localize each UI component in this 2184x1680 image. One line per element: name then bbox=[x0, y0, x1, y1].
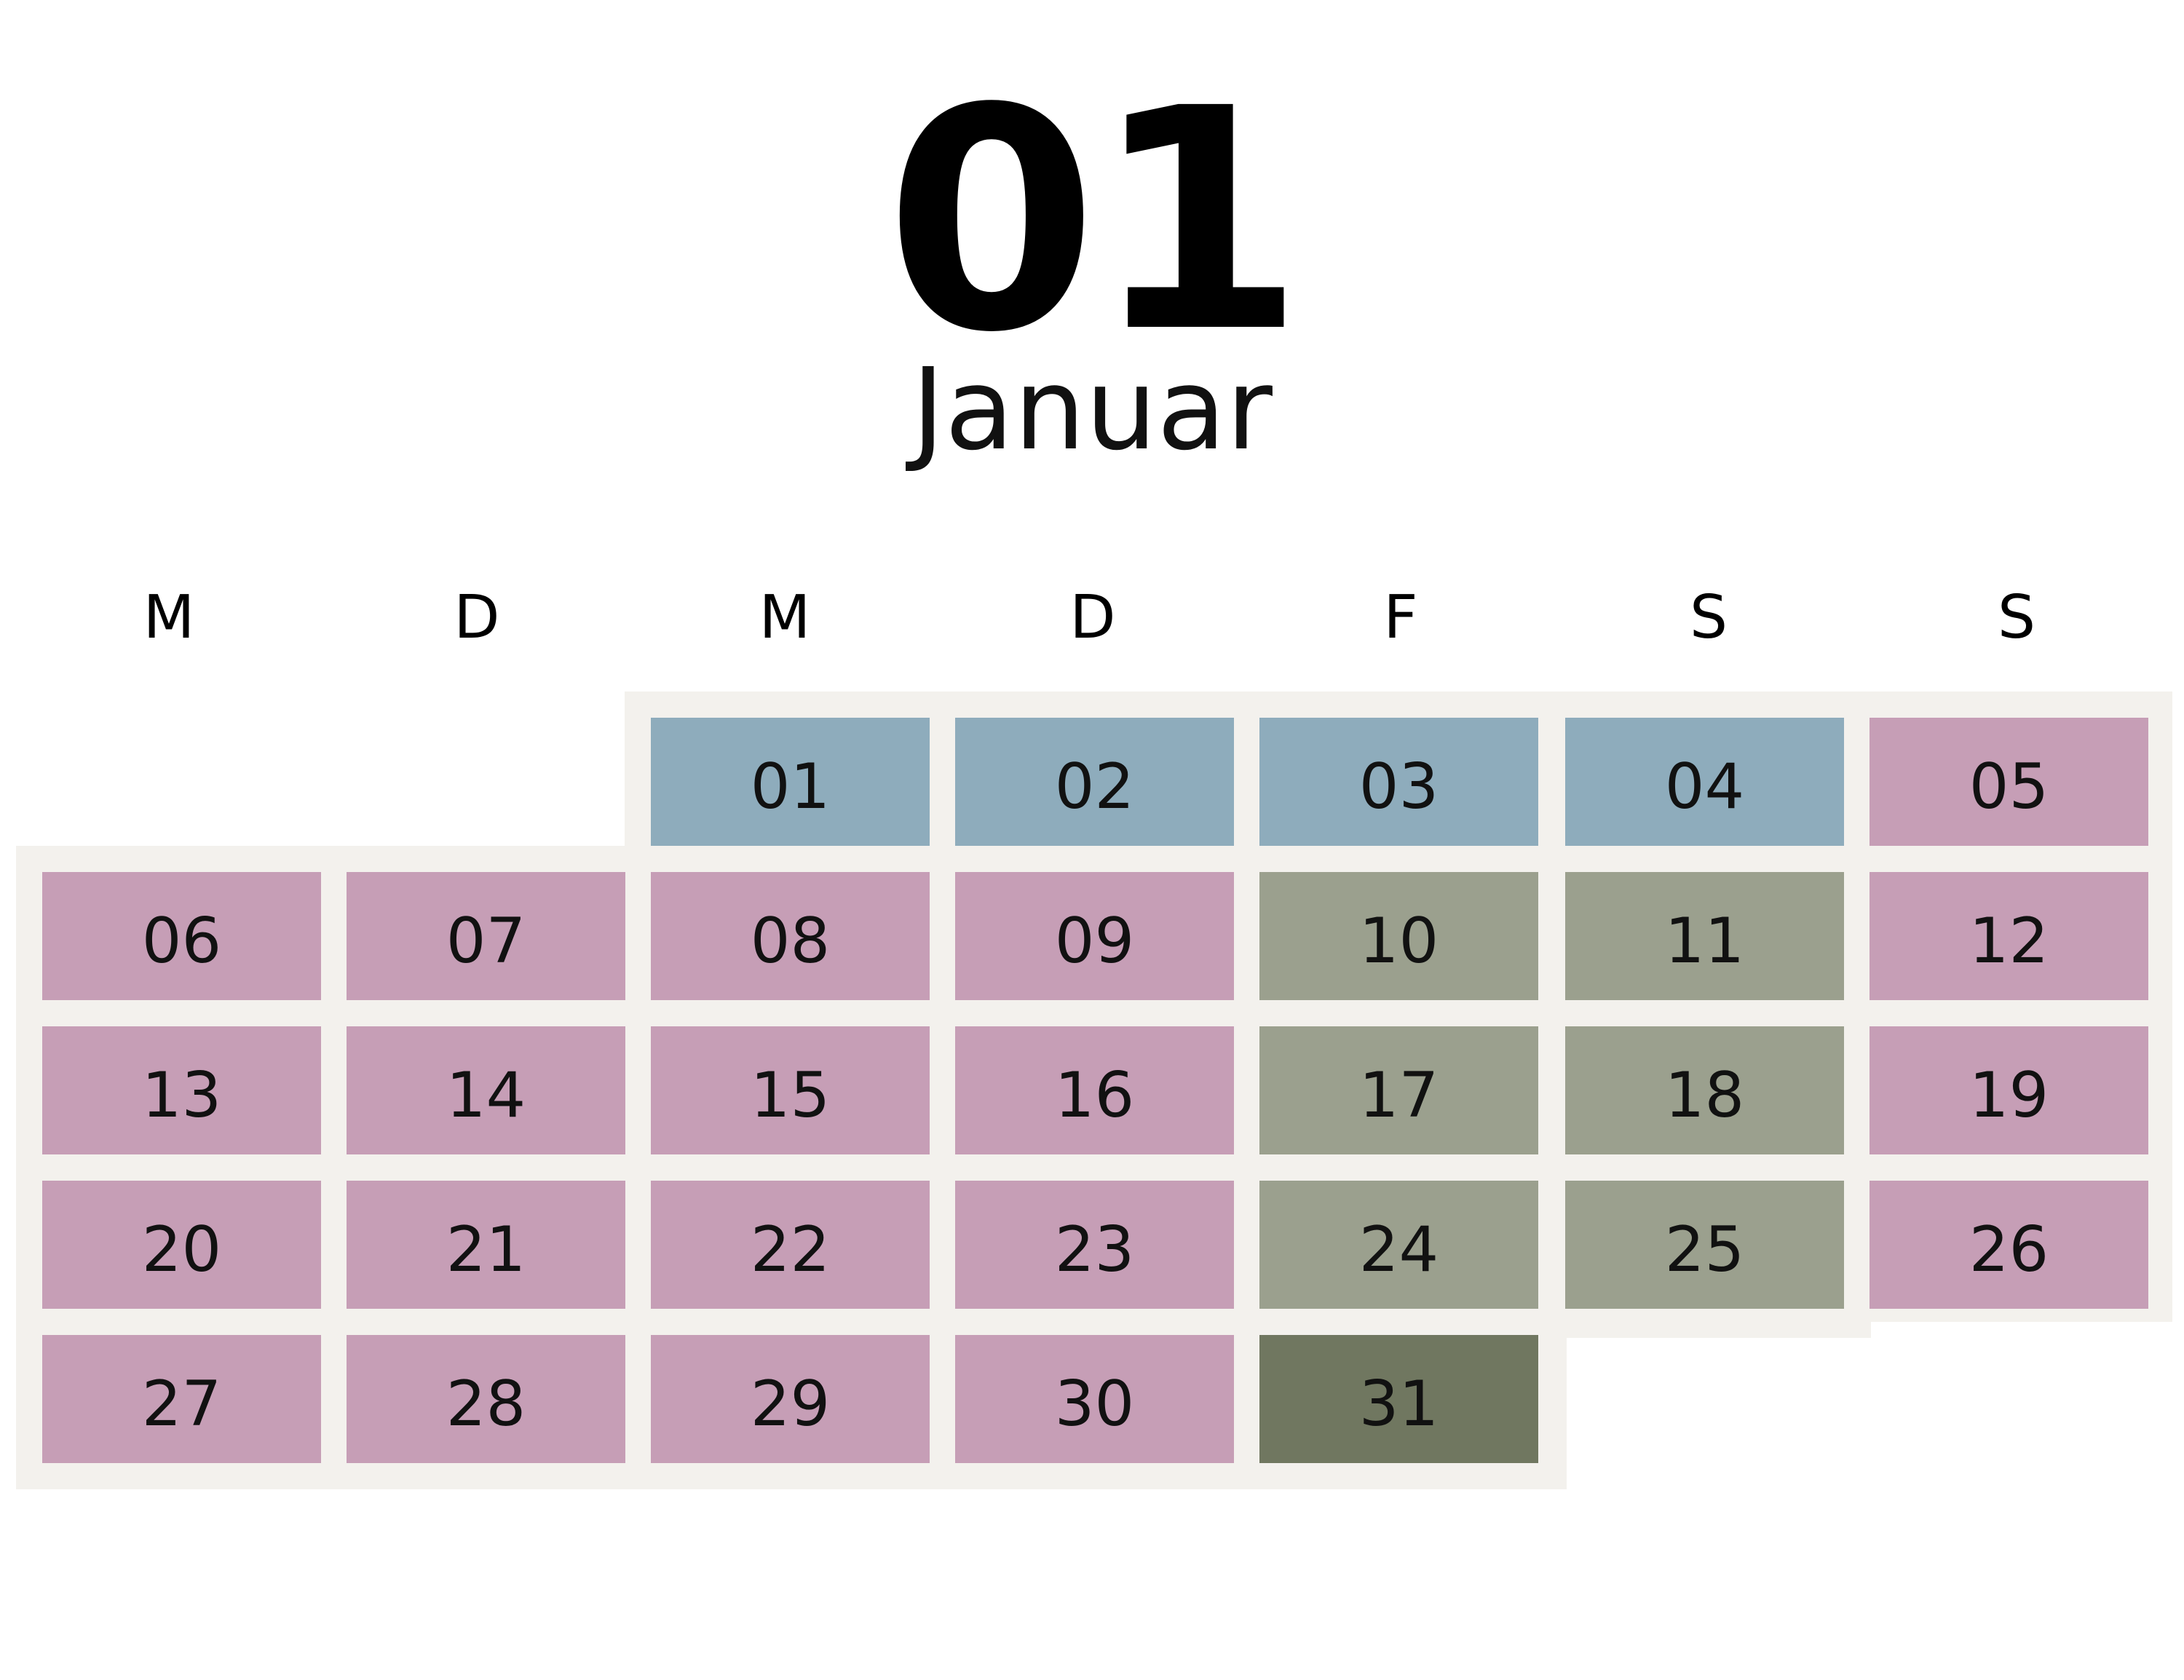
day-cell-29[interactable]: 29 bbox=[651, 1335, 930, 1463]
day-cell-01[interactable]: 01 bbox=[651, 718, 930, 846]
weekday-wednesday: M bbox=[759, 583, 811, 652]
day-cell-11[interactable]: 11 bbox=[1565, 872, 1844, 1000]
month-name: Januar bbox=[911, 344, 1273, 475]
day-cell-24[interactable]: 24 bbox=[1259, 1181, 1538, 1309]
day-cell-12[interactable]: 12 bbox=[1870, 872, 2148, 1000]
day-cell-14[interactable]: 14 bbox=[347, 1026, 625, 1154]
day-cell-22[interactable]: 22 bbox=[651, 1181, 930, 1309]
day-cell-02[interactable]: 02 bbox=[955, 718, 1234, 846]
day-cell-06[interactable]: 06 bbox=[42, 872, 321, 1000]
day-cell-21[interactable]: 21 bbox=[347, 1181, 625, 1309]
day-cell-05[interactable]: 05 bbox=[1870, 718, 2148, 846]
day-cell-09[interactable]: 09 bbox=[955, 872, 1234, 1000]
day-cell-16[interactable]: 16 bbox=[955, 1026, 1234, 1154]
day-cell-20[interactable]: 20 bbox=[42, 1181, 321, 1309]
weekday-saturday: S bbox=[1689, 583, 1728, 652]
day-cell-15[interactable]: 15 bbox=[651, 1026, 930, 1154]
day-cell-18[interactable]: 18 bbox=[1565, 1026, 1844, 1154]
day-cell-31[interactable]: 31 bbox=[1259, 1335, 1538, 1463]
day-cell-03[interactable]: 03 bbox=[1259, 718, 1538, 846]
day-cell-19[interactable]: 19 bbox=[1870, 1026, 2148, 1154]
day-cell-04[interactable]: 04 bbox=[1565, 718, 1844, 846]
weekday-monday: M bbox=[143, 583, 195, 652]
day-cell-17[interactable]: 17 bbox=[1259, 1026, 1538, 1154]
day-cell-27[interactable]: 27 bbox=[42, 1335, 321, 1463]
day-cell-13[interactable]: 13 bbox=[42, 1026, 321, 1154]
weekday-thursday: D bbox=[1069, 583, 1116, 652]
day-cell-30[interactable]: 30 bbox=[955, 1335, 1234, 1463]
day-cell-08[interactable]: 08 bbox=[651, 872, 930, 1000]
day-cell-07[interactable]: 07 bbox=[347, 872, 625, 1000]
month-number: 01 bbox=[885, 44, 1305, 400]
weekday-friday: F bbox=[1383, 583, 1418, 652]
day-cell-25[interactable]: 25 bbox=[1565, 1181, 1844, 1309]
weekday-sunday: S bbox=[1997, 583, 2036, 652]
day-cell-28[interactable]: 28 bbox=[347, 1335, 625, 1463]
day-cell-26[interactable]: 26 bbox=[1870, 1181, 2148, 1309]
background-rows-2-4 bbox=[16, 846, 1871, 1338]
weekday-tuesday: D bbox=[454, 583, 500, 652]
day-cell-23[interactable]: 23 bbox=[955, 1181, 1234, 1309]
day-cell-10[interactable]: 10 bbox=[1259, 872, 1538, 1000]
